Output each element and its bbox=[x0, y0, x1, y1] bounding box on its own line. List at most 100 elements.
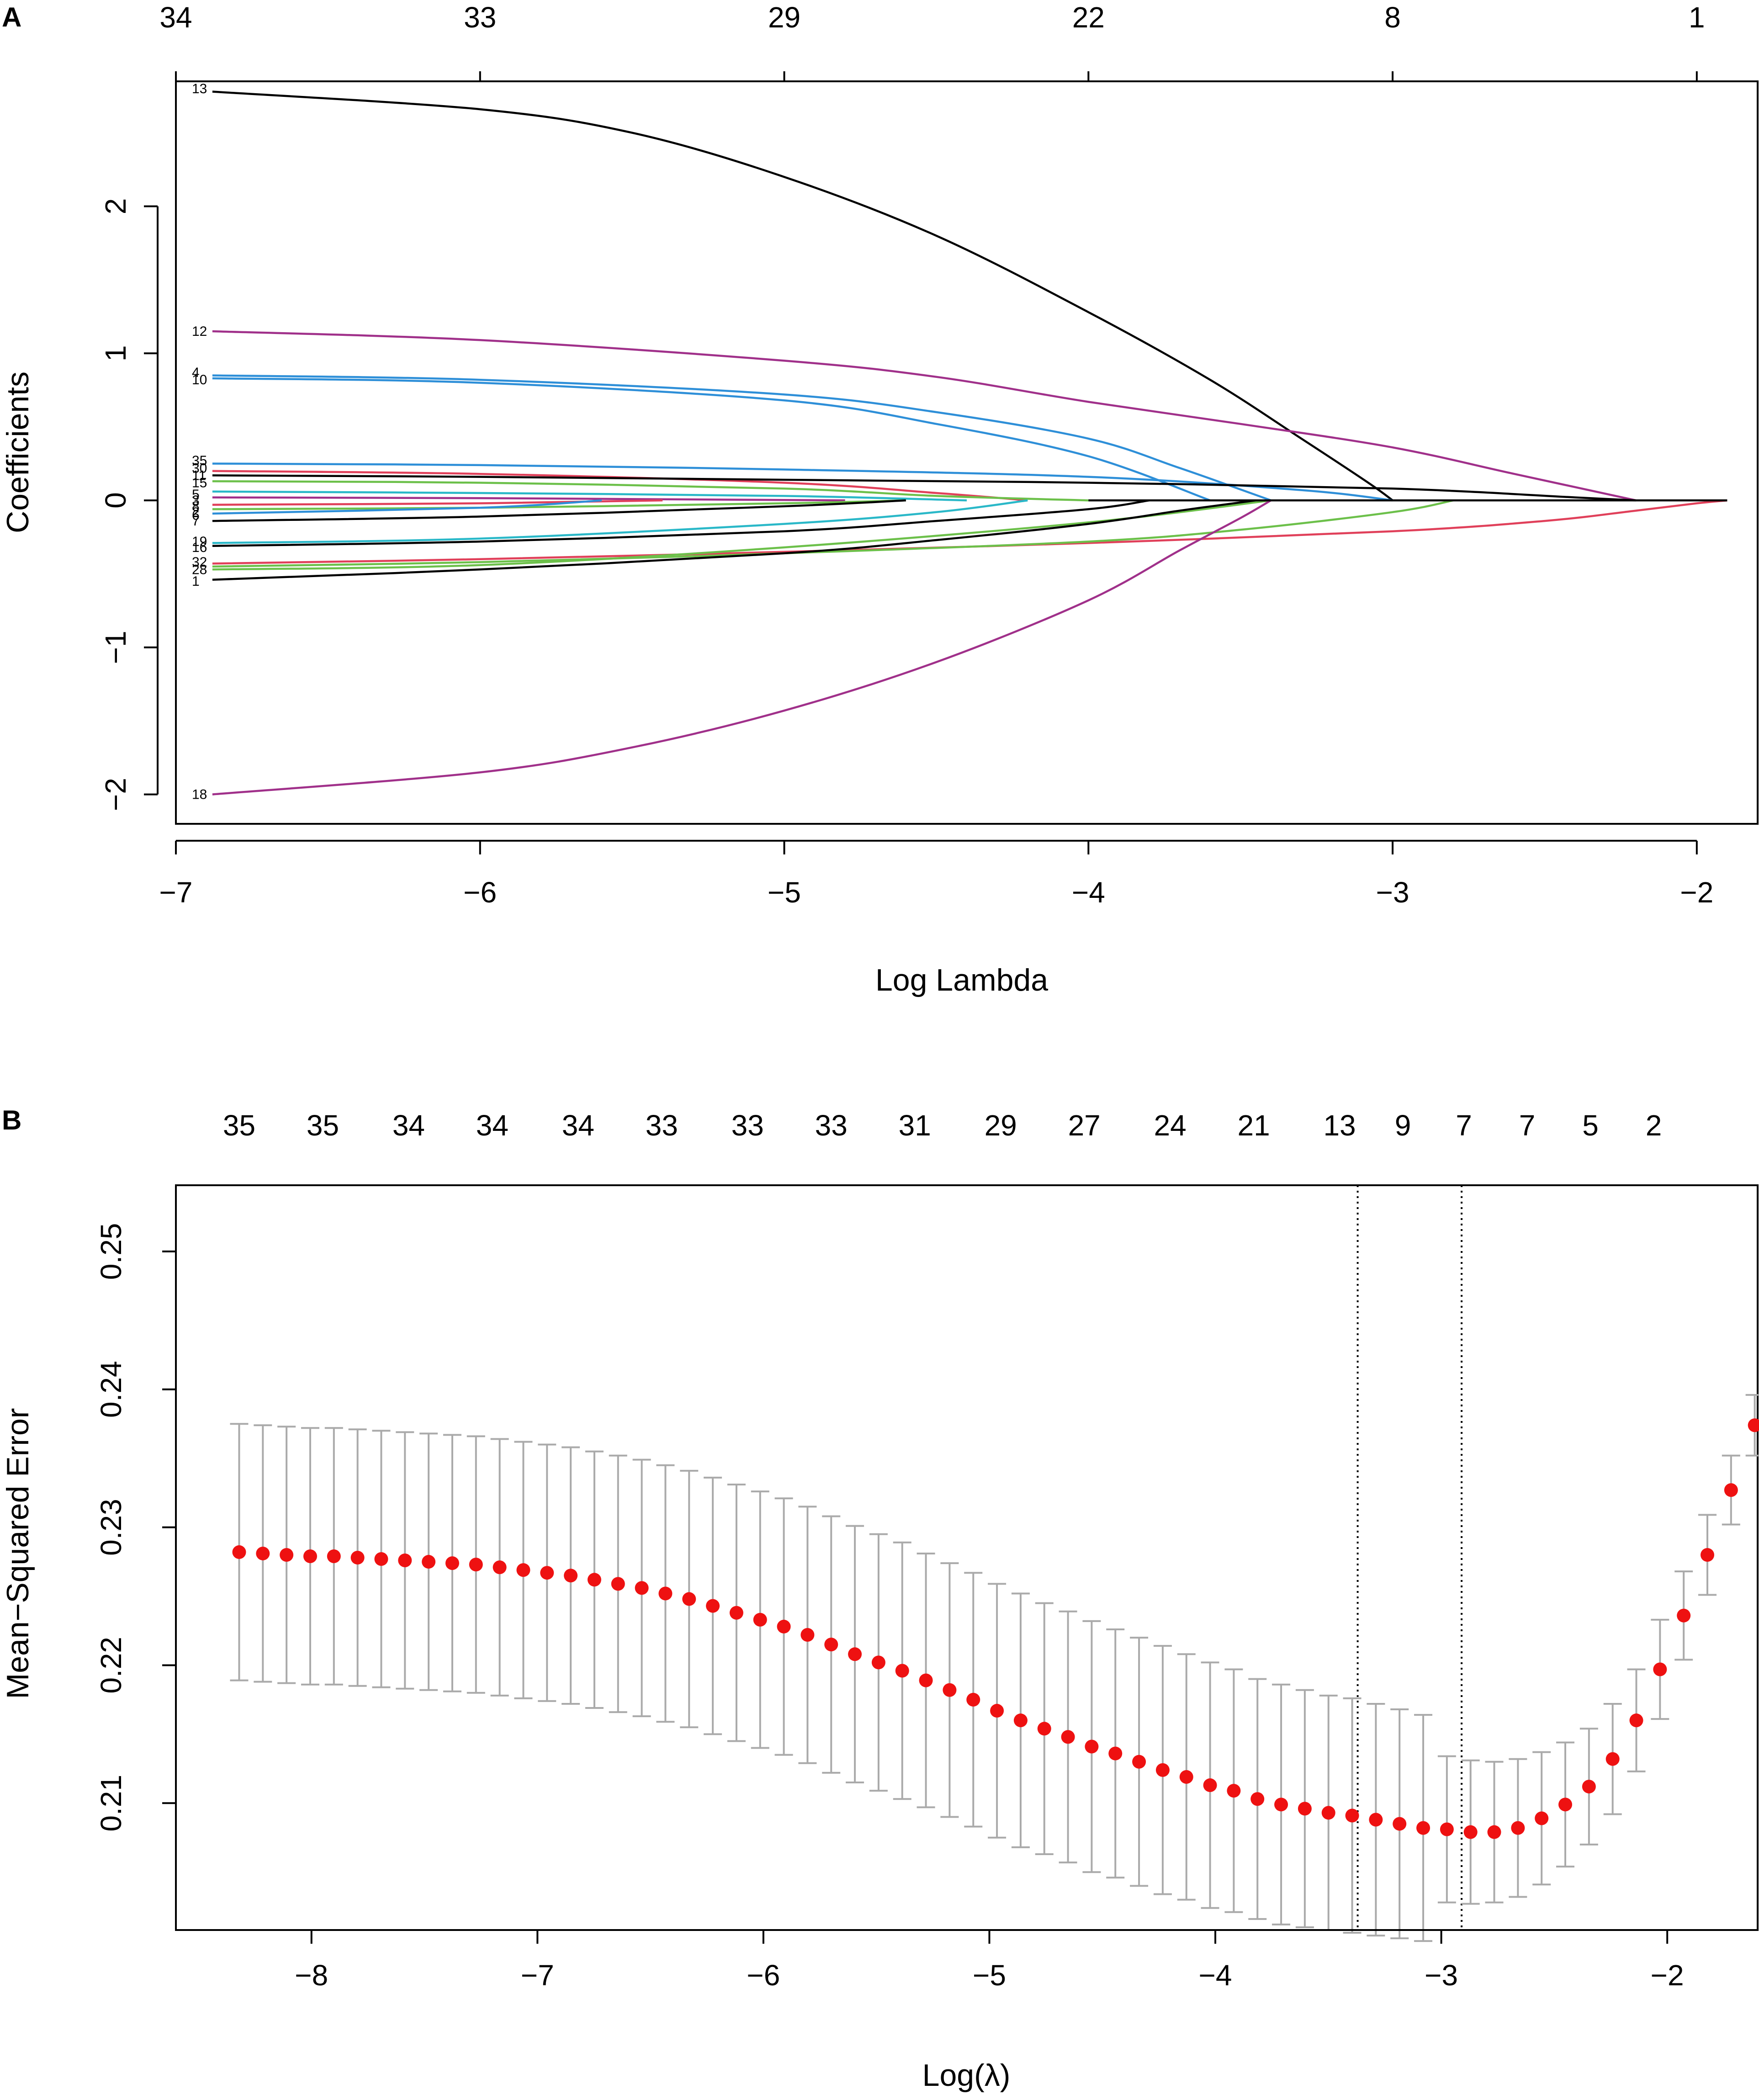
panel-b-top-label: 5 bbox=[1582, 1109, 1599, 1142]
panel-a-top-label: 1 bbox=[1689, 1, 1705, 34]
panel-b-x-tick-label: −2 bbox=[1651, 1959, 1684, 1992]
mse-point bbox=[848, 1647, 862, 1661]
curve-label-19: 19 bbox=[192, 534, 207, 549]
panel-b-x-tick-label: −8 bbox=[295, 1959, 328, 1992]
mse-point bbox=[1345, 1808, 1359, 1823]
mse-point bbox=[1155, 1763, 1170, 1777]
coefficient-path-11 bbox=[212, 474, 1636, 502]
mse-point bbox=[1274, 1798, 1288, 1812]
panel-b-top-label: 34 bbox=[392, 1109, 425, 1142]
mse-point bbox=[493, 1560, 507, 1575]
mse-point bbox=[469, 1558, 483, 1572]
panel-b-error-bars bbox=[230, 1394, 1759, 1942]
coefficient-path-18 bbox=[212, 499, 1272, 795]
mse-point bbox=[706, 1599, 720, 1613]
curve-label-3: 3 bbox=[192, 493, 200, 508]
panel-b-y-tick-label: 0.23 bbox=[95, 1499, 127, 1556]
mse-point bbox=[1250, 1792, 1265, 1806]
curve-label-8: 8 bbox=[192, 499, 200, 514]
panel-b-top-label: 29 bbox=[985, 1109, 1017, 1142]
panel-b-top-label: 34 bbox=[476, 1109, 509, 1142]
curve-label-10: 10 bbox=[192, 372, 207, 387]
panel-b-top-label: 33 bbox=[731, 1109, 764, 1142]
mse-point bbox=[1605, 1752, 1620, 1766]
curve-label-15: 15 bbox=[192, 475, 207, 490]
panel-b-y-tick-label: 0.25 bbox=[95, 1223, 127, 1280]
panel-a-y-tick-label: 2 bbox=[99, 198, 132, 215]
mse-point bbox=[1369, 1813, 1383, 1827]
panel-a-y-tick-label: −1 bbox=[99, 631, 132, 664]
coefficient-path-12 bbox=[212, 330, 1637, 502]
mse-point bbox=[374, 1552, 388, 1566]
mse-point bbox=[1227, 1784, 1241, 1798]
panel-b-x-tick-label: −5 bbox=[973, 1959, 1006, 1992]
curve-label-28: 28 bbox=[192, 562, 207, 577]
panel-a-y-tick-label: 0 bbox=[99, 492, 132, 509]
coefficient-path-19 bbox=[212, 499, 1028, 544]
mse-point bbox=[398, 1554, 412, 1568]
mse-point bbox=[303, 1549, 317, 1563]
mse-point bbox=[1298, 1802, 1312, 1816]
mse-point bbox=[564, 1569, 578, 1583]
coefficient-path-10 bbox=[212, 377, 1211, 502]
panel-b-x-axis: −8 −7 −6 −5 −4 −3 −2 bbox=[176, 1929, 1758, 1992]
mse-point bbox=[1487, 1825, 1501, 1839]
panel-a-x-tick-label: −7 bbox=[159, 876, 193, 909]
panel-b-mse-points bbox=[232, 1418, 1759, 1839]
panel-b: B −8 −7 −6 −5 −4 −3 −2 0.21 0.22 0.23 0.24 0.25 35… bbox=[0, 1105, 1759, 2093]
coefficient-path-32 bbox=[212, 499, 1727, 565]
mse-point bbox=[1535, 1811, 1549, 1825]
panel-b-x-tick-label: −6 bbox=[747, 1959, 780, 1992]
panel-a-x-tick-label: −2 bbox=[1680, 876, 1713, 909]
coefficient-path-7 bbox=[212, 499, 906, 522]
panel-b-top-label: 34 bbox=[562, 1109, 594, 1142]
curve-label-12: 12 bbox=[192, 324, 207, 339]
mse-point bbox=[1108, 1746, 1123, 1761]
panel-a-plot-frame bbox=[175, 80, 1759, 825]
mse-point bbox=[1203, 1778, 1217, 1792]
mse-point bbox=[658, 1586, 673, 1601]
mse-point bbox=[1393, 1817, 1407, 1831]
panel-b-x-tick-label: −3 bbox=[1425, 1959, 1458, 1992]
panel-a-y-axis: −2 −1 0 1 2 bbox=[99, 198, 159, 811]
coefficient-path-16 bbox=[212, 499, 1150, 547]
curve-label-7: 7 bbox=[192, 514, 200, 529]
coefficient-path-13 bbox=[212, 90, 1393, 501]
panel-a-top-label: 33 bbox=[464, 1, 496, 34]
mse-point bbox=[1321, 1806, 1335, 1820]
mse-point bbox=[635, 1581, 649, 1595]
curve-label-18: 18 bbox=[192, 787, 207, 802]
mse-point bbox=[256, 1546, 270, 1560]
mse-point bbox=[777, 1619, 791, 1633]
panel-b-top-label: 35 bbox=[223, 1109, 255, 1142]
coefficient-path-5 bbox=[212, 490, 967, 502]
panel-a-x-tick-label: −5 bbox=[768, 876, 801, 909]
panel-a-x-tick-label: −3 bbox=[1376, 876, 1409, 909]
mse-point bbox=[587, 1573, 601, 1587]
curve-label-1: 1 bbox=[192, 574, 200, 589]
mse-point bbox=[540, 1566, 554, 1580]
mse-point bbox=[611, 1577, 625, 1591]
panel-a-x-tick-label: −4 bbox=[1072, 876, 1105, 909]
panel-a-top-label: 8 bbox=[1384, 1, 1401, 34]
panel-b-x-label: Log(λ) bbox=[922, 2058, 1011, 2093]
panel-b-x-tick-label: −4 bbox=[1199, 1959, 1232, 1992]
mse-point bbox=[445, 1556, 459, 1570]
mse-point bbox=[1463, 1825, 1478, 1839]
panel-b-x-tick-label: −7 bbox=[521, 1959, 554, 1992]
mse-point bbox=[990, 1704, 1004, 1718]
curve-label-2: 2 bbox=[192, 505, 200, 520]
coefficient-path-6 bbox=[212, 499, 602, 515]
panel-a-y-label: Coefficients bbox=[0, 371, 35, 533]
mse-point bbox=[1037, 1722, 1051, 1736]
mse-point bbox=[1440, 1822, 1454, 1836]
panel-b-top-axis: 35 35 34 34 34 33 33 33 31 29 27 24 21 13 9 7 7 5 2 bbox=[223, 1109, 1662, 1142]
panel-b-top-label: 24 bbox=[1154, 1109, 1187, 1142]
panel-a-letter: A bbox=[2, 2, 21, 32]
panel-b-y-label: Mean−Squared Error bbox=[0, 1408, 35, 1699]
mse-point bbox=[327, 1549, 341, 1563]
mse-point bbox=[1653, 1662, 1667, 1676]
panel-b-plot-frame bbox=[175, 1184, 1759, 1931]
coefficient-path-35 bbox=[212, 462, 1393, 502]
